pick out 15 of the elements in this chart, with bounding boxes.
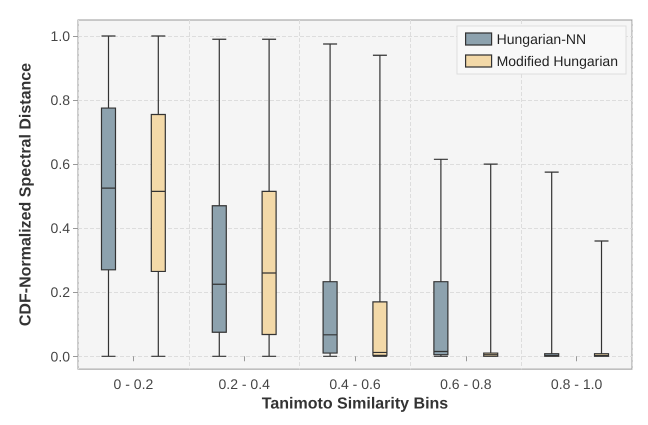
y-tick-label: 0.0 bbox=[50, 348, 70, 364]
x-tick-label: 0.2 - 0.4 bbox=[218, 376, 270, 392]
x-tick-label: 0.6 - 0.8 bbox=[440, 376, 492, 392]
y-tick-label: 0.6 bbox=[50, 156, 70, 172]
y-tick-label: 1.0 bbox=[50, 28, 70, 44]
x-tick-label: 0.4 - 0.6 bbox=[329, 376, 381, 392]
x-axis-title: Tanimoto Similarity Bins bbox=[262, 396, 448, 412]
y-tick-label: 0.8 bbox=[50, 92, 70, 108]
legend-label: Modified Hungarian bbox=[496, 53, 618, 69]
x-tick-label: 0.8 - 1.0 bbox=[550, 376, 602, 392]
legend-label: Hungarian-NN bbox=[496, 31, 586, 47]
y-tick-label: 0.2 bbox=[50, 284, 70, 300]
x-tick-label: 0 - 0.2 bbox=[114, 376, 154, 392]
y-tick-label: 0.4 bbox=[50, 220, 70, 236]
y-axis-title: CDF-Normalized Spectral Distance bbox=[18, 62, 34, 326]
